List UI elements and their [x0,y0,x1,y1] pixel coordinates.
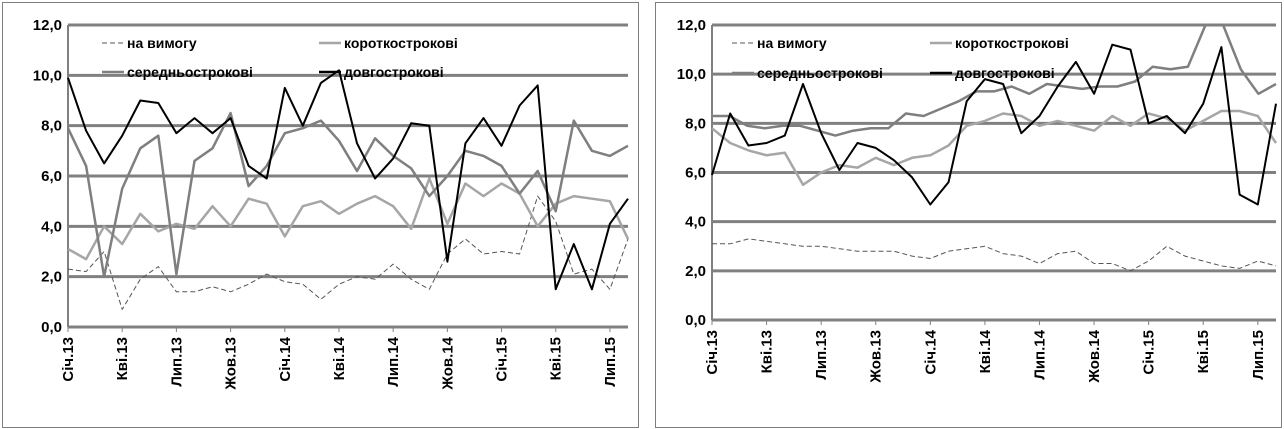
series-line [67,195,629,310]
x-tick-label: Кві.15 [1195,330,1212,373]
series-line [711,43,1277,206]
x-tick-label: Кві.15 [548,337,565,380]
x-tick-label: Кві.13 [114,337,131,380]
x-tick-label: Лип.13 [813,330,830,380]
x-tick-label: Січ.14 [277,336,294,381]
legend-label: короткострокові [955,35,1069,51]
series-line [712,238,1277,272]
x-tick-label: Лип.15 [602,337,619,387]
legend-label: довгострокові [955,65,1055,81]
x-tick-label: Жов.13 [868,330,885,384]
y-tick-label: 4,0 [685,214,706,231]
x-tick-label: Лип.15 [1250,330,1267,380]
y-tick-label: 12,0 [33,17,62,34]
y-tick-label: 10,0 [33,67,62,84]
x-tick-label: Січ.14 [922,329,939,374]
series-line [67,177,630,261]
legend-label: довгострокові [344,64,444,80]
x-tick-label: Січ.15 [494,337,511,382]
x-tick-label: Січ.13 [60,337,77,382]
series-line [711,109,1278,187]
x-tick-label: Лип.14 [385,336,402,386]
y-tick-label: 0,0 [685,312,706,329]
legend-label: короткострокові [344,35,458,51]
x-tick-label: Кві.14 [977,329,994,373]
y-tick-label: 6,0 [41,168,62,185]
y-tick-label: 10,0 [677,66,706,83]
y-tick-label: 12,0 [677,17,706,34]
y-tick-label: 2,0 [41,269,62,286]
y-tick-label: 8,0 [685,115,706,132]
chart-left: 0,0 2,0 4,0 6,0 8,0 10,0 12,0 Січ.13 Кві.13 Лип.1… [2,2,639,428]
y-tick-label: 4,0 [41,218,62,235]
y-tick-label: 2,0 [685,263,706,280]
chart-right: 0,0 2,0 4,0 6,0 8,0 10,0 12,0 Січ.13 Кві.13 Лип.1… [655,2,1282,428]
legend-label: на вимогу [127,35,197,51]
legend-label: середньострокові [757,65,883,81]
x-tick-label: Жов.14 [439,336,456,390]
y-tick-label: 0,0 [41,319,62,336]
y-tick-label: 6,0 [685,165,706,182]
legend-label: середньострокові [127,64,253,80]
series-line [66,111,629,278]
series-line [67,69,629,291]
legend-label: на вимогу [757,35,827,51]
x-tick-label: Лип.14 [1031,329,1048,379]
x-tick-label: Лип.13 [168,337,185,387]
chart-frame [655,2,1282,428]
x-tick-label: Кві.14 [331,336,348,380]
series-line [712,23,1277,137]
x-tick-label: Жов.14 [1086,329,1103,383]
x-tick-label: Кві.13 [759,330,776,373]
chart-frame [2,2,639,428]
x-tick-label: Жов.13 [223,337,240,391]
y-tick-label: 8,0 [41,118,62,135]
x-tick-label: Січ.13 [704,330,721,375]
x-tick-label: Січ.15 [1141,330,1158,375]
